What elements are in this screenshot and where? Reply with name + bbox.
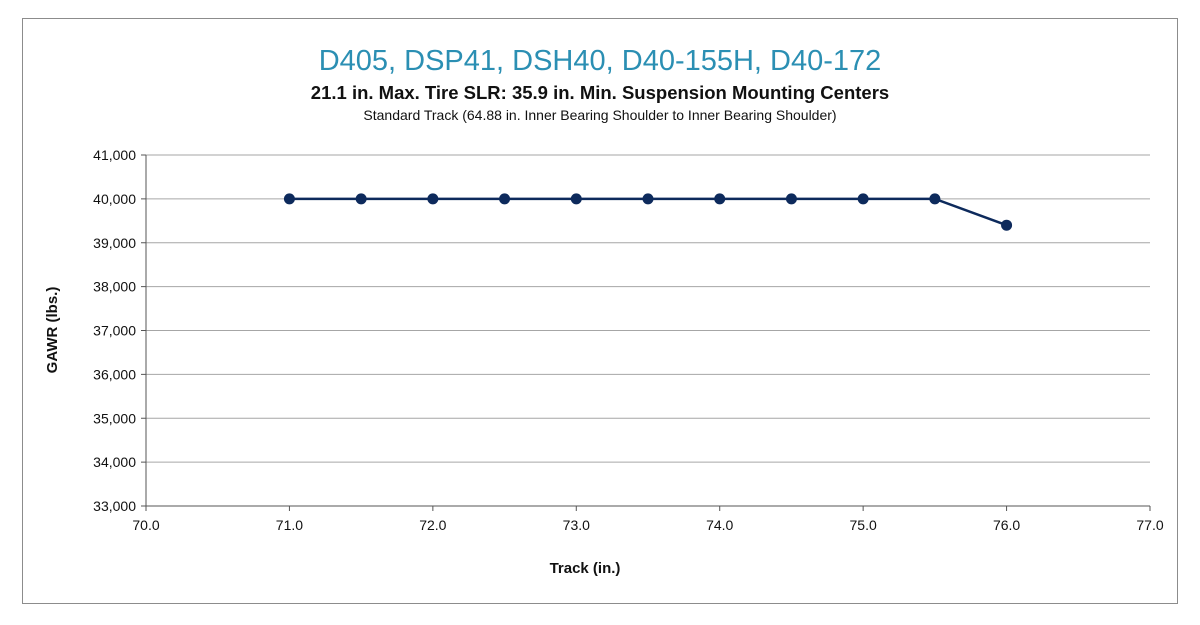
data-point [283,193,295,205]
data-point [642,193,654,205]
data-point [1001,219,1013,231]
data-point [427,193,439,205]
y-tick-label: 37,000 [93,323,136,339]
x-tick-label: 74.0 [706,517,733,533]
chart-title: D405, DSP41, DSH40, D40-155H, D40-172 [318,45,882,77]
data-point [355,193,367,205]
x-tick-label: 73.0 [563,517,590,533]
chart-subsubtitle: Standard Track (64.88 in. Inner Bearing … [363,107,837,123]
data-point [570,193,582,205]
x-tick-label: 70.0 [132,517,159,533]
y-tick-label: 39,000 [93,235,136,251]
series-group [283,193,1013,231]
x-axis-label: Track (in.) [550,560,621,577]
y-tick-label: 38,000 [93,279,136,295]
x-tick-label: 72.0 [419,517,446,533]
data-point [785,193,797,205]
x-tick-label: 76.0 [993,517,1020,533]
x-tick-label: 77.0 [1136,517,1163,533]
y-tick-label: 36,000 [93,366,136,382]
data-point [857,193,869,205]
chart-subtitle: 21.1 in. Max. Tire SLR: 35.9 in. Min. Su… [310,82,890,103]
x-tick-label: 71.0 [276,517,303,533]
y-tick-label: 41,000 [93,147,136,163]
data-point [929,193,941,205]
y-axis-label: GAWR (lbs.) [44,287,61,374]
data-point [714,193,726,205]
y-tick-label: 40,000 [93,191,136,207]
data-point [499,193,511,205]
y-tick-label: 33,000 [93,498,136,514]
axes [141,154,1151,511]
y-tick-labels: 33,000 34,000 35,000 36,000 37,000 38,000 39,0… [93,147,136,514]
x-tick-labels: 70.0 71.0 72.0 73.0 74.0 75.0 76.0 77.0 [132,517,1163,533]
y-tick-label: 34,000 [93,454,136,470]
y-tick-label: 35,000 [93,410,136,426]
grid-lines [146,154,1150,463]
x-tick-label: 75.0 [850,517,877,533]
